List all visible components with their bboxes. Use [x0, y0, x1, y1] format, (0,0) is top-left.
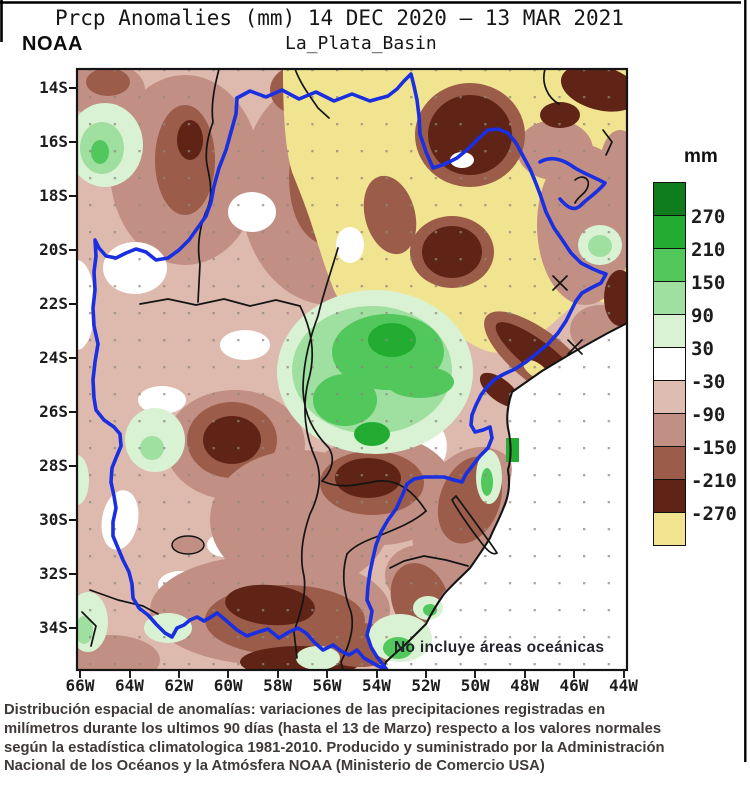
lon-tick-label: 48W [510, 676, 540, 695]
lon-tick-label: 60W [213, 676, 243, 695]
lon-tick-label: 54W [361, 676, 391, 695]
lon-tick-label: 58W [263, 676, 293, 695]
legend-swatch [653, 413, 686, 447]
lat-tick-label: 28S [39, 456, 68, 475]
lon-tick-label: 52W [411, 676, 441, 695]
legend-swatch [653, 347, 686, 381]
page-frame [0, 0, 747, 762]
ocean-disclaimer-note: No incluye áreas oceánicas [394, 639, 605, 656]
legend-swatch [653, 512, 686, 546]
basin-boundary-line [91, 72, 608, 670]
lon-tick-label: 44W [608, 676, 638, 695]
agency-label: NOAA [22, 33, 83, 55]
lon-tick-label: 62W [164, 676, 194, 695]
legend-unit-label: mm [684, 146, 718, 167]
legend-swatch [653, 380, 686, 414]
lon-ticks [79, 670, 625, 678]
legend-value: 210 [691, 239, 726, 261]
lat-tick-label: 34S [39, 618, 68, 637]
legend-swatch [653, 215, 686, 249]
lon-tick-label: 50W [460, 676, 490, 695]
legend-value: 270 [691, 206, 726, 228]
lon-tick-label: 66W [65, 676, 95, 695]
legend-swatch [653, 182, 686, 216]
legend-value: -210 [691, 470, 737, 492]
legend-swatch [653, 248, 686, 282]
legend-swatch [653, 314, 686, 348]
legend-swatch [653, 446, 686, 480]
lon-tick-label: 64W [114, 676, 144, 695]
legend-value: -90 [691, 404, 726, 426]
page-title: Prcp Anomalies (mm) 14 DEC 2020 – 13 MAR… [55, 6, 624, 30]
legend-swatch [653, 479, 686, 513]
grid-dots [77, 69, 627, 670]
lat-tick-label: 22S [39, 294, 68, 313]
lat-tick-label: 18S [39, 186, 68, 205]
legend-swatch [653, 281, 686, 315]
lat-tick-label: 16S [39, 132, 68, 151]
map-border [75, 67, 629, 672]
legend-value: -30 [691, 371, 726, 393]
lon-tick-label: 56W [312, 676, 342, 695]
legend-value: 30 [691, 338, 714, 360]
lat-tick-label: 26S [39, 402, 68, 421]
lat-tick-label: 32S [39, 564, 68, 583]
coastal-lagoon [451, 495, 498, 555]
lat-tick-label: 24S [39, 348, 68, 367]
legend-value: -270 [691, 503, 737, 525]
legend-value: 90 [691, 305, 714, 327]
caption-text: Distribución espacial de anomalías: vari… [4, 702, 665, 775]
legend-value: 150 [691, 272, 726, 294]
lon-tick-label: 46W [559, 676, 589, 695]
lat-ticks [69, 87, 77, 629]
lat-tick-label: 20S [39, 240, 68, 259]
lat-tick-label: 30S [39, 510, 68, 529]
lat-tick-label: 14S [39, 78, 68, 97]
map-subtitle: La_Plata_Basin [285, 33, 437, 54]
legend-value: -150 [691, 437, 737, 459]
